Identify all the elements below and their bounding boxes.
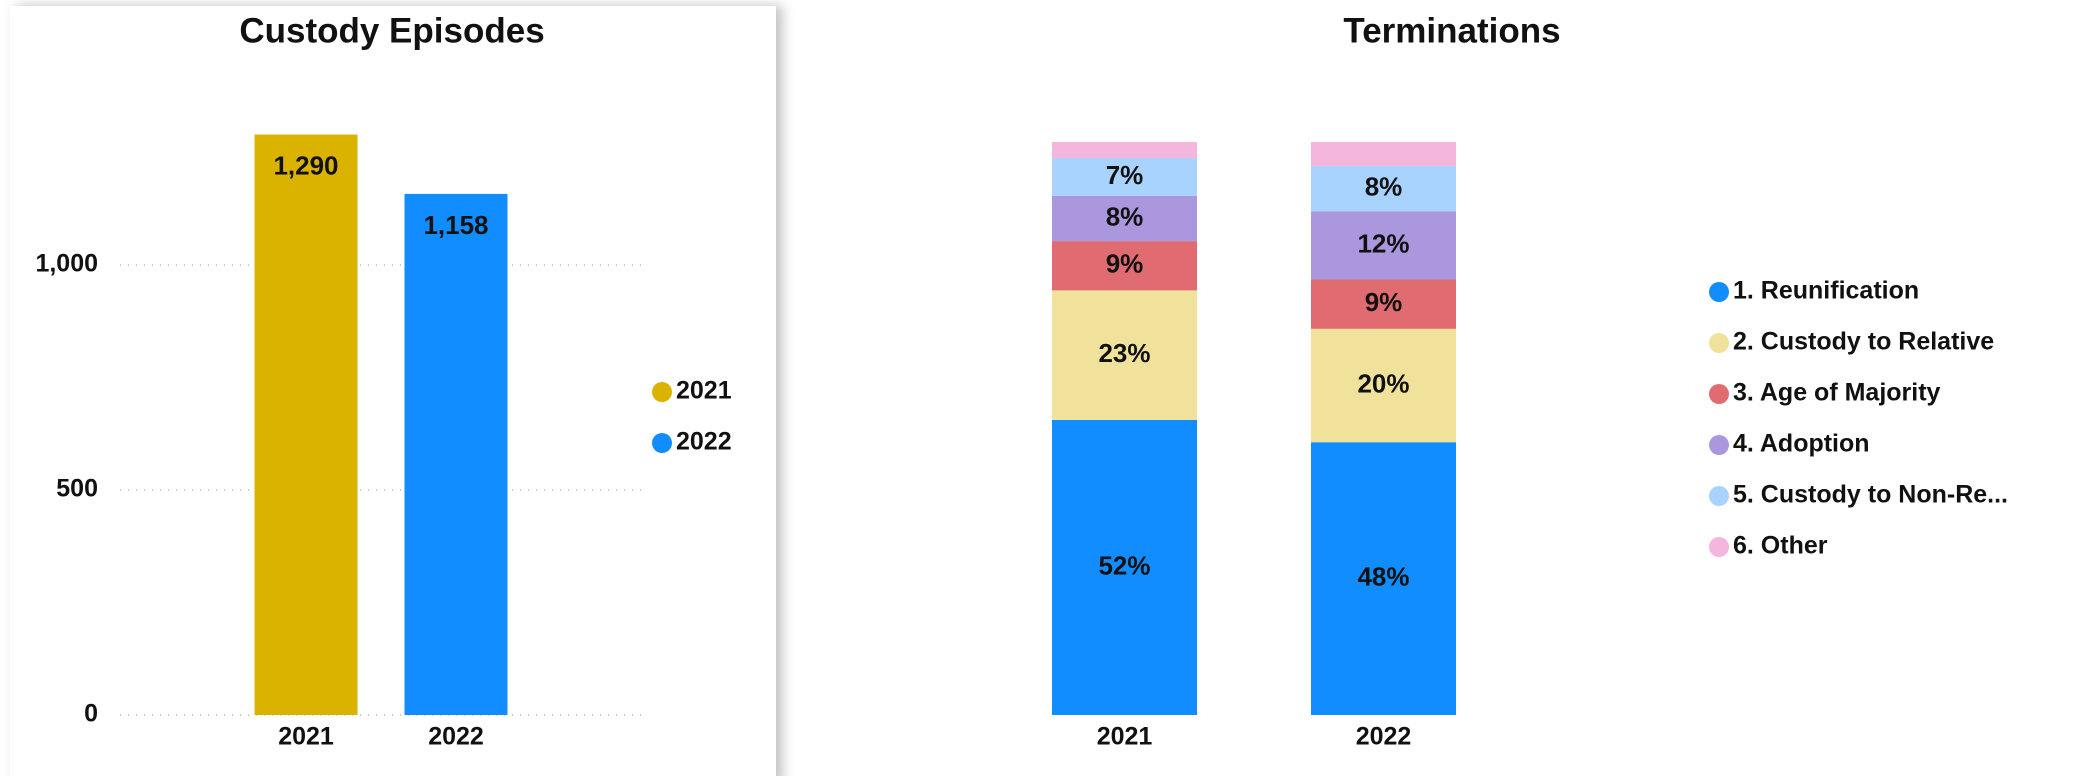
value-label: 52% — [1098, 550, 1150, 580]
y-tick-label: 1,000 — [35, 250, 98, 278]
x-tick-label: 2022 — [1356, 723, 1412, 751]
bar-segment — [1311, 142, 1456, 167]
legend-label: 5. Custody to Non-Re... — [1733, 481, 2008, 509]
chart-title: Terminations — [1343, 11, 1560, 50]
bar-segment — [1311, 328, 1456, 443]
legend-swatch — [652, 382, 672, 402]
legend-swatch — [1709, 435, 1729, 455]
x-tick-label: 2021 — [278, 723, 334, 751]
legend-label: 3. Age of Majority — [1733, 379, 1941, 407]
bar — [404, 193, 508, 715]
legend-swatch — [1709, 333, 1729, 353]
bar-segment — [1052, 158, 1197, 196]
value-label: 20% — [1357, 368, 1409, 398]
y-tick-label: 0 — [84, 700, 98, 728]
bar-segment — [1311, 166, 1456, 212]
value-label: 23% — [1098, 338, 1150, 368]
legend-swatch — [1709, 486, 1729, 506]
value-label: 1,158 — [423, 210, 488, 240]
value-label: 1,290 — [273, 150, 338, 180]
x-tick-label: 2021 — [1097, 723, 1153, 751]
bar-segment — [1052, 241, 1197, 291]
legend-swatch — [1709, 537, 1729, 557]
chart-title: Custody Episodes — [239, 11, 544, 50]
legend-swatch — [1709, 384, 1729, 404]
legend-label: 2022 — [676, 428, 732, 456]
legend-label: 2021 — [676, 377, 732, 405]
card-left — [10, 6, 776, 776]
bar — [254, 134, 358, 715]
value-label: 8% — [1106, 201, 1144, 231]
value-label: 12% — [1357, 228, 1409, 258]
x-tick-label: 2022 — [428, 723, 484, 751]
bar-segment — [1052, 195, 1197, 242]
legend-swatch — [1709, 282, 1729, 302]
bar-segment — [1052, 290, 1197, 420]
legend-label: 2. Custody to Relative — [1733, 328, 1994, 356]
value-label: 9% — [1365, 287, 1403, 317]
bar-segment — [1052, 419, 1197, 715]
value-label: 48% — [1357, 562, 1409, 592]
value-label: 9% — [1106, 249, 1144, 279]
legend-label: 4. Adoption — [1733, 430, 1870, 458]
bar-segment — [1311, 211, 1456, 280]
bar-segment — [1311, 442, 1456, 715]
bar-segment — [1311, 279, 1456, 329]
bar-segment — [1052, 142, 1197, 159]
charts: Custody Episodes 0 500 1,000 2021 1,290 2022 1,… — [35, 11, 2008, 750]
value-label: 7% — [1106, 160, 1144, 190]
legend-swatch — [652, 433, 672, 453]
legend-label: 6. Other — [1733, 532, 1828, 560]
legend-label: 1. Reunification — [1733, 277, 1919, 305]
value-label: 8% — [1365, 172, 1403, 202]
y-tick-label: 500 — [56, 475, 98, 503]
